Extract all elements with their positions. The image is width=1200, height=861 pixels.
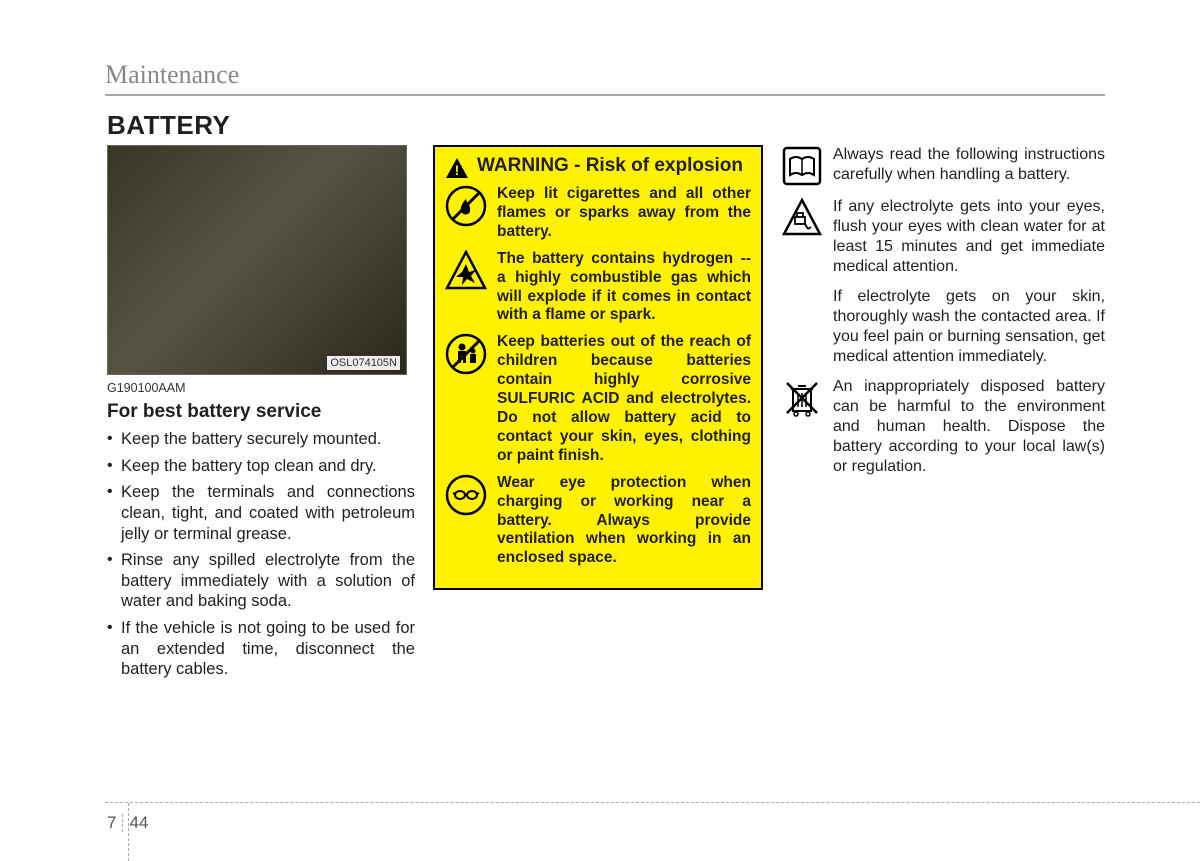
info-text: If any electrolyte gets into your eyes, … (833, 197, 1105, 277)
battery-photo: OSL074105N (107, 145, 407, 375)
tip-item: Keep the terminals and connections clean… (107, 482, 415, 544)
tip-item: Keep the battery top clean and dry. (107, 456, 415, 477)
info-text: Always read the following instructions c… (833, 145, 1105, 187)
warning-box: ! WARNING - Risk of explosion Keep lit c… (433, 145, 763, 590)
chapter-number: 7 (107, 813, 116, 833)
warning-item: Keep lit cigarettes and all other flames… (445, 185, 751, 242)
tip-item: Keep the battery securely mounted. (107, 429, 415, 450)
info-item: An inappropriately disposed battery can … (781, 377, 1105, 477)
column-left: OSL074105N G190100AAM For best battery s… (107, 145, 415, 686)
info-text: If electrolyte gets on your skin, thorou… (833, 287, 1105, 367)
warning-heading: ! WARNING - Risk of explosion (445, 155, 751, 179)
warning-text: The battery contains hydrogen -- a highl… (497, 250, 751, 326)
manual-icon (781, 145, 823, 187)
svg-text:!: ! (455, 162, 460, 178)
warning-title: WARNING - Risk of explosion (477, 155, 751, 177)
column-middle: ! WARNING - Risk of explosion Keep lit c… (433, 145, 763, 686)
info-item: If any electrolyte gets into your eyes, … (781, 197, 1105, 277)
image-code: OSL074105N (327, 356, 400, 370)
acid-hazard-icon (781, 197, 823, 239)
goggles-icon (445, 474, 487, 516)
explosion-icon (445, 250, 487, 292)
page-divider (122, 814, 123, 832)
warning-triangle-icon: ! (445, 157, 469, 179)
content-columns: OSL074105N G190100AAM For best battery s… (107, 145, 1105, 686)
no-trash-icon (781, 377, 823, 419)
page-index: 44 (129, 813, 148, 833)
warning-item: Keep batteries out of the reach of child… (445, 333, 751, 465)
page-header: Maintenance (105, 60, 1105, 96)
warning-item: Wear eye protection when charging or wor… (445, 474, 751, 569)
page-title: BATTERY (107, 110, 230, 141)
tip-item: If the vehicle is not going to be used f… (107, 618, 415, 680)
tips-list: Keep the battery securely mounted. Keep … (107, 429, 415, 680)
reference-code: G190100AAM (107, 381, 415, 395)
info-text: An inappropriately disposed battery can … (833, 377, 1105, 477)
no-flame-icon (445, 185, 487, 227)
page-number: 7 44 (107, 813, 148, 833)
warning-text: Wear eye protection when charging or wor… (497, 474, 751, 569)
subheading: For best battery service (107, 401, 415, 423)
keep-away-children-icon (445, 333, 487, 375)
column-right: Always read the following instructions c… (781, 145, 1105, 686)
section-label: Maintenance (105, 60, 239, 89)
warning-text: Keep batteries out of the reach of child… (497, 333, 751, 465)
footer-rule (105, 802, 1200, 803)
tip-item: Rinse any spilled electrolyte from the b… (107, 550, 415, 612)
warning-item: The battery contains hydrogen -- a highl… (445, 250, 751, 326)
info-item: If electrolyte gets on your skin, thorou… (781, 287, 1105, 367)
warning-text: Keep lit cigarettes and all other flames… (497, 185, 751, 242)
info-item: Always read the following instructions c… (781, 145, 1105, 187)
